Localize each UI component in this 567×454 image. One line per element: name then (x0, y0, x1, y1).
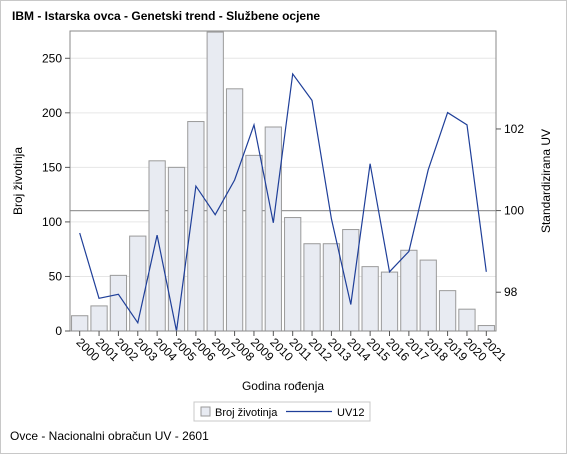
bar (245, 154, 263, 332)
legend: Broj životinja UV12 (193, 401, 371, 422)
y2-tick-label: 98 (504, 285, 518, 299)
bar (419, 259, 437, 332)
legend-label-line: UV12 (337, 407, 365, 419)
y-tick-label: 200 (42, 106, 62, 120)
line-series (79, 72, 487, 332)
bar (303, 243, 321, 332)
bar (438, 290, 457, 332)
bar (361, 266, 379, 332)
legend-swatch-bar (200, 406, 211, 417)
y2-tick-label: 102 (504, 122, 524, 136)
plot-area-border (69, 30, 497, 332)
chart-title: IBM - Istarska ovca - Genetski trend - S… (12, 9, 321, 23)
bar (71, 315, 89, 332)
y-axis-left: 0 50 100 150 200 250 (42, 51, 70, 338)
bar (284, 217, 302, 332)
footer-note: Ovce - Nacionalni obračun UV - 2601 (10, 429, 209, 443)
bar (90, 305, 108, 332)
y2-axis-label: Standardizirana UV (539, 129, 553, 233)
x-axis-label: Godina rođenja (242, 379, 324, 393)
y-tick-label: 0 (55, 324, 62, 338)
bar (206, 31, 224, 332)
bar (129, 235, 147, 332)
y-tick-label: 250 (42, 51, 62, 65)
bar (322, 243, 341, 332)
bar (148, 160, 166, 332)
y-axis-label: Broj životinja (11, 147, 25, 215)
legend-box (193, 401, 371, 422)
bar (400, 249, 418, 332)
bar-series (71, 31, 495, 332)
y2-tick-label: 100 (504, 204, 524, 218)
bar (225, 88, 244, 332)
bar (477, 325, 495, 332)
y-tick-label: 100 (42, 215, 62, 229)
bar (167, 166, 186, 332)
bar (380, 271, 399, 332)
y-tick-label: 150 (42, 160, 62, 174)
y-axis-right: 98 100 102 (496, 122, 524, 299)
uv12-line (79, 72, 487, 332)
x-axis: 2000200120022003200420052006200720082009… (74, 331, 509, 364)
legend-label-bar: Broj životinja (215, 407, 278, 419)
bar (458, 308, 476, 332)
bar (264, 126, 282, 332)
y-tick-label: 50 (49, 269, 63, 283)
